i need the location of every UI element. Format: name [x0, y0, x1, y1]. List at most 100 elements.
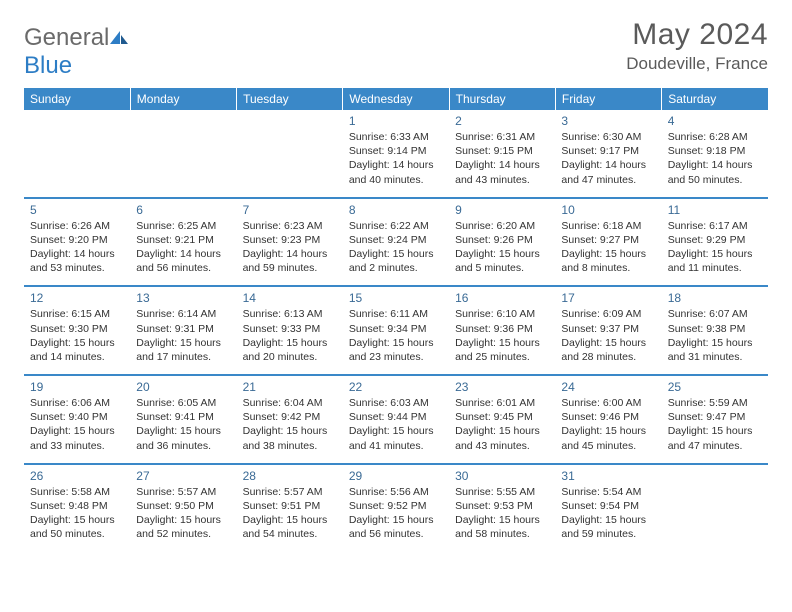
- calendar-day-cell: 10 Sunrise: 6:18 AMSunset: 9:27 PMDayligh…: [555, 198, 661, 287]
- weekday-header: Monday: [130, 88, 236, 110]
- calendar-day-cell: 12Sunrise: 6:15 AMSunset: 9:30 PMDayligh…: [24, 286, 130, 375]
- calendar-day-cell: [662, 464, 768, 552]
- calendar-day-cell: 2 Sunrise: 6:31 AMSunset: 9:15 PMDaylight…: [449, 110, 555, 198]
- logo-text-blue: Blue: [24, 52, 72, 79]
- calendar-day-cell: [24, 110, 130, 198]
- day-number: 10: [561, 203, 655, 217]
- day-number: 28: [243, 469, 337, 483]
- day-details: Sunrise: 6:09 AMSunset: 9:37 PMDaylight:…: [561, 307, 655, 364]
- calendar-table: SundayMondayTuesdayWednesdayThursdayFrid…: [24, 88, 768, 551]
- calendar-day-cell: 8 Sunrise: 6:22 AMSunset: 9:24 PMDaylight…: [343, 198, 449, 287]
- calendar-day-cell: 16 Sunrise: 6:10 AMSunset: 9:36 PMDayligh…: [449, 286, 555, 375]
- day-number: 23: [455, 380, 549, 394]
- day-number: 6: [136, 203, 230, 217]
- day-details: Sunrise: 6:33 AMSunset: 9:14 PMDaylight:…: [349, 130, 443, 187]
- day-details: Sunrise: 6:05 AMSunset: 9:41 PMDaylight:…: [136, 396, 230, 453]
- title-block: May 2024 Doudeville, France: [626, 18, 768, 74]
- calendar-body: 1 Sunrise: 6:33 AMSunset: 9:14 PMDaylight…: [24, 110, 768, 551]
- day-number: 3: [561, 114, 655, 128]
- day-details: Sunrise: 6:10 AMSunset: 9:36 PMDaylight:…: [455, 307, 549, 364]
- day-details: Sunrise: 6:00 AMSunset: 9:46 PMDaylight:…: [561, 396, 655, 453]
- day-details: Sunrise: 6:13 AMSunset: 9:33 PMDaylight:…: [243, 307, 337, 364]
- day-number: 19: [30, 380, 124, 394]
- weekday-header: Sunday: [24, 88, 130, 110]
- day-details: Sunrise: 6:18 AMSunset: 9:27 PMDaylight:…: [561, 219, 655, 276]
- calendar-week-row: 26 Sunrise: 5:58 AMSunset: 9:48 PMDayligh…: [24, 464, 768, 552]
- day-number: 20: [136, 380, 230, 394]
- calendar-week-row: 5Sunrise: 6:26 AMSunset: 9:20 PMDaylight…: [24, 198, 768, 287]
- calendar-day-cell: 23 Sunrise: 6:01 AMSunset: 9:45 PMDayligh…: [449, 375, 555, 464]
- calendar-day-cell: 30Sunrise: 5:55 AMSunset: 9:53 PMDayligh…: [449, 464, 555, 552]
- day-number: 15: [349, 291, 443, 305]
- calendar-week-row: 1 Sunrise: 6:33 AMSunset: 9:14 PMDaylight…: [24, 110, 768, 198]
- day-number: 22: [349, 380, 443, 394]
- calendar-day-cell: 15 Sunrise: 6:11 AMSunset: 9:34 PMDayligh…: [343, 286, 449, 375]
- calendar-day-cell: 26 Sunrise: 5:58 AMSunset: 9:48 PMDayligh…: [24, 464, 130, 552]
- location-text: Doudeville, France: [626, 54, 768, 74]
- day-details: Sunrise: 6:23 AMSunset: 9:23 PMDaylight:…: [243, 219, 337, 276]
- day-number: 14: [243, 291, 337, 305]
- logo: GeneralBlue: [24, 24, 131, 80]
- day-details: Sunrise: 6:11 AMSunset: 9:34 PMDaylight:…: [349, 307, 443, 364]
- calendar-day-cell: 9Sunrise: 6:20 AMSunset: 9:26 PMDaylight…: [449, 198, 555, 287]
- day-number: 9: [455, 203, 549, 217]
- day-number: 30: [455, 469, 549, 483]
- calendar-day-cell: 11Sunrise: 6:17 AMSunset: 9:29 PMDayligh…: [662, 198, 768, 287]
- weekday-header: Saturday: [662, 88, 768, 110]
- calendar-day-cell: 18 Sunrise: 6:07 AMSunset: 9:38 PMDayligh…: [662, 286, 768, 375]
- calendar-week-row: 19 Sunrise: 6:06 AMSunset: 9:40 PMDayligh…: [24, 375, 768, 464]
- day-details: Sunrise: 6:06 AMSunset: 9:40 PMDaylight:…: [30, 396, 124, 453]
- day-details: Sunrise: 6:30 AMSunset: 9:17 PMDaylight:…: [561, 130, 655, 187]
- day-details: Sunrise: 6:03 AMSunset: 9:44 PMDaylight:…: [349, 396, 443, 453]
- calendar-day-cell: 19 Sunrise: 6:06 AMSunset: 9:40 PMDayligh…: [24, 375, 130, 464]
- calendar-day-cell: 28 Sunrise: 5:57 AMSunset: 9:51 PMDayligh…: [237, 464, 343, 552]
- day-details: Sunrise: 6:15 AMSunset: 9:30 PMDaylight:…: [30, 307, 124, 364]
- day-details: Sunrise: 6:31 AMSunset: 9:15 PMDaylight:…: [455, 130, 549, 187]
- day-number: 18: [668, 291, 762, 305]
- day-number: 27: [136, 469, 230, 483]
- calendar-day-cell: 25Sunrise: 5:59 AMSunset: 9:47 PMDayligh…: [662, 375, 768, 464]
- calendar-day-cell: 29Sunrise: 5:56 AMSunset: 9:52 PMDayligh…: [343, 464, 449, 552]
- calendar-week-row: 12Sunrise: 6:15 AMSunset: 9:30 PMDayligh…: [24, 286, 768, 375]
- calendar-day-cell: 22 Sunrise: 6:03 AMSunset: 9:44 PMDayligh…: [343, 375, 449, 464]
- calendar-day-cell: 1 Sunrise: 6:33 AMSunset: 9:14 PMDaylight…: [343, 110, 449, 198]
- day-number: 8: [349, 203, 443, 217]
- calendar-day-cell: [130, 110, 236, 198]
- day-number: 21: [243, 380, 337, 394]
- page-title: May 2024: [626, 18, 768, 52]
- day-details: Sunrise: 6:07 AMSunset: 9:38 PMDaylight:…: [668, 307, 762, 364]
- day-number: 16: [455, 291, 549, 305]
- calendar-day-cell: 6 Sunrise: 6:25 AMSunset: 9:21 PMDaylight…: [130, 198, 236, 287]
- day-number: 4: [668, 114, 762, 128]
- calendar-day-cell: 21 Sunrise: 6:04 AMSunset: 9:42 PMDayligh…: [237, 375, 343, 464]
- day-number: 2: [455, 114, 549, 128]
- day-number: 1: [349, 114, 443, 128]
- calendar-day-cell: 13Sunrise: 6:14 AMSunset: 9:31 PMDayligh…: [130, 286, 236, 375]
- day-number: 17: [561, 291, 655, 305]
- calendar-day-cell: 31Sunrise: 5:54 AMSunset: 9:54 PMDayligh…: [555, 464, 661, 552]
- day-details: Sunrise: 5:58 AMSunset: 9:48 PMDaylight:…: [30, 485, 124, 542]
- day-number: 7: [243, 203, 337, 217]
- day-number: 24: [561, 380, 655, 394]
- day-details: Sunrise: 6:22 AMSunset: 9:24 PMDaylight:…: [349, 219, 443, 276]
- day-number: 25: [668, 380, 762, 394]
- calendar-header-row: SundayMondayTuesdayWednesdayThursdayFrid…: [24, 88, 768, 110]
- day-details: Sunrise: 5:57 AMSunset: 9:50 PMDaylight:…: [136, 485, 230, 542]
- day-details: Sunrise: 6:25 AMSunset: 9:21 PMDaylight:…: [136, 219, 230, 276]
- calendar-day-cell: 24 Sunrise: 6:00 AMSunset: 9:46 PMDayligh…: [555, 375, 661, 464]
- header: GeneralBlue May 2024 Doudeville, France: [24, 18, 768, 80]
- day-number: 5: [30, 203, 124, 217]
- calendar-day-cell: 5Sunrise: 6:26 AMSunset: 9:20 PMDaylight…: [24, 198, 130, 287]
- day-details: Sunrise: 5:57 AMSunset: 9:51 PMDaylight:…: [243, 485, 337, 542]
- day-details: Sunrise: 5:56 AMSunset: 9:52 PMDaylight:…: [349, 485, 443, 542]
- calendar-day-cell: 3 Sunrise: 6:30 AMSunset: 9:17 PMDaylight…: [555, 110, 661, 198]
- day-number: 26: [30, 469, 124, 483]
- day-details: Sunrise: 6:04 AMSunset: 9:42 PMDaylight:…: [243, 396, 337, 453]
- calendar-day-cell: 17 Sunrise: 6:09 AMSunset: 9:37 PMDayligh…: [555, 286, 661, 375]
- day-details: Sunrise: 6:17 AMSunset: 9:29 PMDaylight:…: [668, 219, 762, 276]
- calendar-day-cell: 7 Sunrise: 6:23 AMSunset: 9:23 PMDaylight…: [237, 198, 343, 287]
- day-details: Sunrise: 6:01 AMSunset: 9:45 PMDaylight:…: [455, 396, 549, 453]
- day-details: Sunrise: 6:14 AMSunset: 9:31 PMDaylight:…: [136, 307, 230, 364]
- day-details: Sunrise: 6:28 AMSunset: 9:18 PMDaylight:…: [668, 130, 762, 187]
- day-details: Sunrise: 5:54 AMSunset: 9:54 PMDaylight:…: [561, 485, 655, 542]
